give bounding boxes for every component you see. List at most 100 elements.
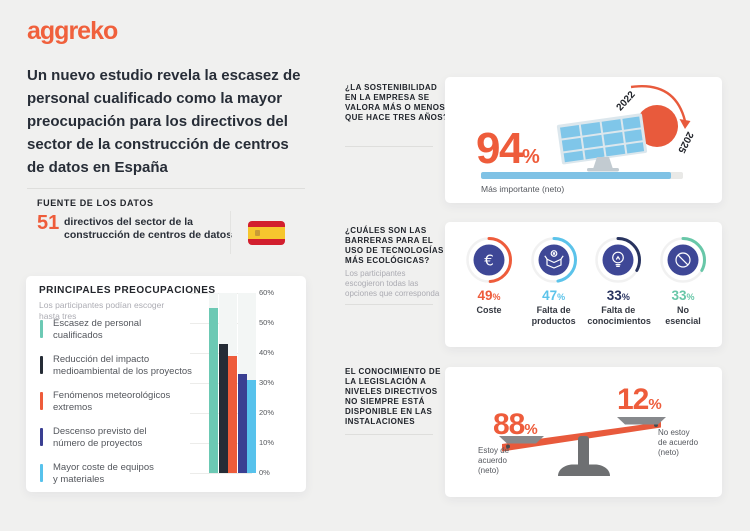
barrier-value: 33% (671, 288, 695, 303)
barriers-note: Los participantes escogieron todas las o… (345, 269, 440, 298)
year-start-label: 2022 (615, 89, 638, 113)
lightbulb-icon (612, 251, 625, 267)
concerns-heading: PRINCIPALES PREOCUPACIONES (39, 285, 216, 296)
y-axis-tick: 20% (259, 408, 275, 417)
concerns-bars (209, 293, 257, 473)
question-divider (345, 434, 433, 435)
arrowhead-icon (679, 119, 691, 129)
donut-chart (593, 235, 643, 285)
legend-item: Fenómenos meteorológicos extremos (40, 390, 198, 414)
source-divider (230, 211, 231, 254)
barrier-label: Coste (476, 305, 502, 315)
solar-panel (556, 113, 648, 165)
y-axis-tick: 30% (259, 378, 275, 387)
disagree-label: No estoy de acuerdo (neto) (658, 428, 699, 457)
seesaw-tray-left (499, 436, 544, 444)
disagree-value: 12% (617, 383, 662, 416)
barrier-value: 49% (477, 288, 501, 303)
legend-label: Fenómenos meteorológicos extremos (53, 390, 171, 413)
value-unit: % (521, 146, 540, 168)
panel-base (587, 168, 619, 172)
sustainability-card: 94% 2022 2025 Más importante (neto) (445, 77, 722, 203)
agree-value: 88% (493, 408, 538, 441)
flag-stripe (248, 227, 285, 239)
open-box-icon (543, 250, 564, 269)
y-axis-tick: 40% (259, 348, 275, 357)
solar-panel-illustration: 2022 2025 (556, 85, 695, 172)
flag-stripe (248, 221, 285, 227)
donut-chart (529, 235, 579, 285)
legend-color-tick (40, 320, 43, 338)
y-axis-tick: 0% (259, 468, 270, 477)
spain-flag-icon (248, 221, 285, 245)
bar-slot (209, 293, 218, 473)
bar-slot (247, 293, 257, 473)
seesaw-illustration (499, 417, 666, 476)
legislation-card: 88% 12% Estoy de acuerdo (neto) No estoy… (445, 367, 722, 497)
sun-icon (636, 105, 678, 147)
sustainability-progress-fill (481, 172, 671, 179)
concerns-legend: Escasez de personal cualificados Reducció… (40, 318, 198, 498)
legend-label: Mayor coste de equipos y materiales (53, 462, 154, 485)
aggreko-logo: aggreko (27, 17, 118, 45)
legend-color-tick (40, 428, 43, 446)
barrier-label: No esencial (665, 305, 701, 326)
agree-label: Estoy de acuerdo (neto) (478, 446, 510, 475)
flag-stripe (248, 239, 285, 245)
bar (237, 374, 247, 473)
legend-color-tick (40, 392, 43, 410)
bar (228, 356, 238, 473)
source-heading: FUENTE DE LOS DATOS (37, 198, 154, 208)
legend-item: Descenso previsto del número de proyecto… (40, 426, 198, 450)
flag-emblem (255, 230, 260, 236)
concerns-note: Los participantes podían escoger hasta t… (39, 300, 165, 321)
barrier-value: 47% (542, 288, 566, 303)
legend-item: Escasez de personal cualificados (40, 318, 198, 342)
barrier-label: Falta de conocimientos (587, 305, 651, 326)
barrier-label: Falta de productos (531, 305, 576, 326)
concerns-card: PRINCIPALES PREOCUPACIONES Los participa… (26, 276, 306, 492)
source-count: 51 (37, 212, 60, 234)
legend-label: Escasez de personal cualificados (53, 318, 142, 341)
y-axis-tick: 10% (259, 438, 275, 447)
bar (209, 308, 218, 473)
barrier-value: 33% (606, 288, 630, 303)
y-axis-tick: 50% (259, 318, 275, 327)
barriers-donuts: € 49% Coste (458, 235, 714, 327)
bar-slot (218, 293, 228, 473)
sustainability-question: ¿LA SOSTENIBILIDAD EN LA EMPRESA SE VALO… (345, 83, 449, 122)
seesaw-tray-right (617, 417, 666, 425)
barrier-item-coste: € 49% Coste (458, 235, 520, 327)
value-number: 94 (476, 124, 523, 173)
gridline (190, 473, 252, 474)
legend-item: Reducción del impacto medioambiental de … (40, 354, 198, 378)
bar-slot (237, 293, 247, 473)
source-description: directivos del sector de la construcción… (64, 216, 233, 241)
concerns-chart: 60% 50% 40% 30% 20% 10% 0% (190, 288, 296, 493)
panel-stand (593, 157, 613, 169)
euro-icon: € (484, 252, 494, 270)
barriers-question: ¿CUÁLES SON LAS BARRERAS PARA EL USO DE … (345, 226, 444, 265)
barrier-item-falta-conocimientos: 33% Falta de conocimientos (587, 235, 651, 327)
legend-label: Reducción del impacto medioambiental de … (53, 354, 192, 377)
bar (218, 344, 228, 473)
cycle-arrow-icon (630, 85, 687, 122)
donut-chart: € (464, 235, 514, 285)
seesaw-base (558, 464, 610, 476)
sustainability-progress (481, 172, 683, 179)
seesaw-pedestal (578, 436, 589, 470)
barrier-item-no-esencial: 33% No esencial (652, 235, 714, 327)
bar-slot (228, 293, 238, 473)
legend-label: Descenso previsto del número de proyecto… (53, 426, 147, 449)
sustainability-caption: Más importante (neto) (481, 184, 565, 194)
question-divider (345, 146, 433, 147)
ban-icon (675, 252, 691, 268)
legend-color-tick (40, 464, 43, 482)
headline: Un nuevo estudio revela la escasez de pe… (27, 67, 301, 176)
barrier-item-falta-productos: 47% Falta de productos (523, 235, 585, 327)
legend-color-tick (40, 356, 43, 374)
year-end-label: 2025 (675, 130, 695, 155)
bar (247, 380, 257, 473)
sustainability-value: 94% (476, 124, 540, 174)
